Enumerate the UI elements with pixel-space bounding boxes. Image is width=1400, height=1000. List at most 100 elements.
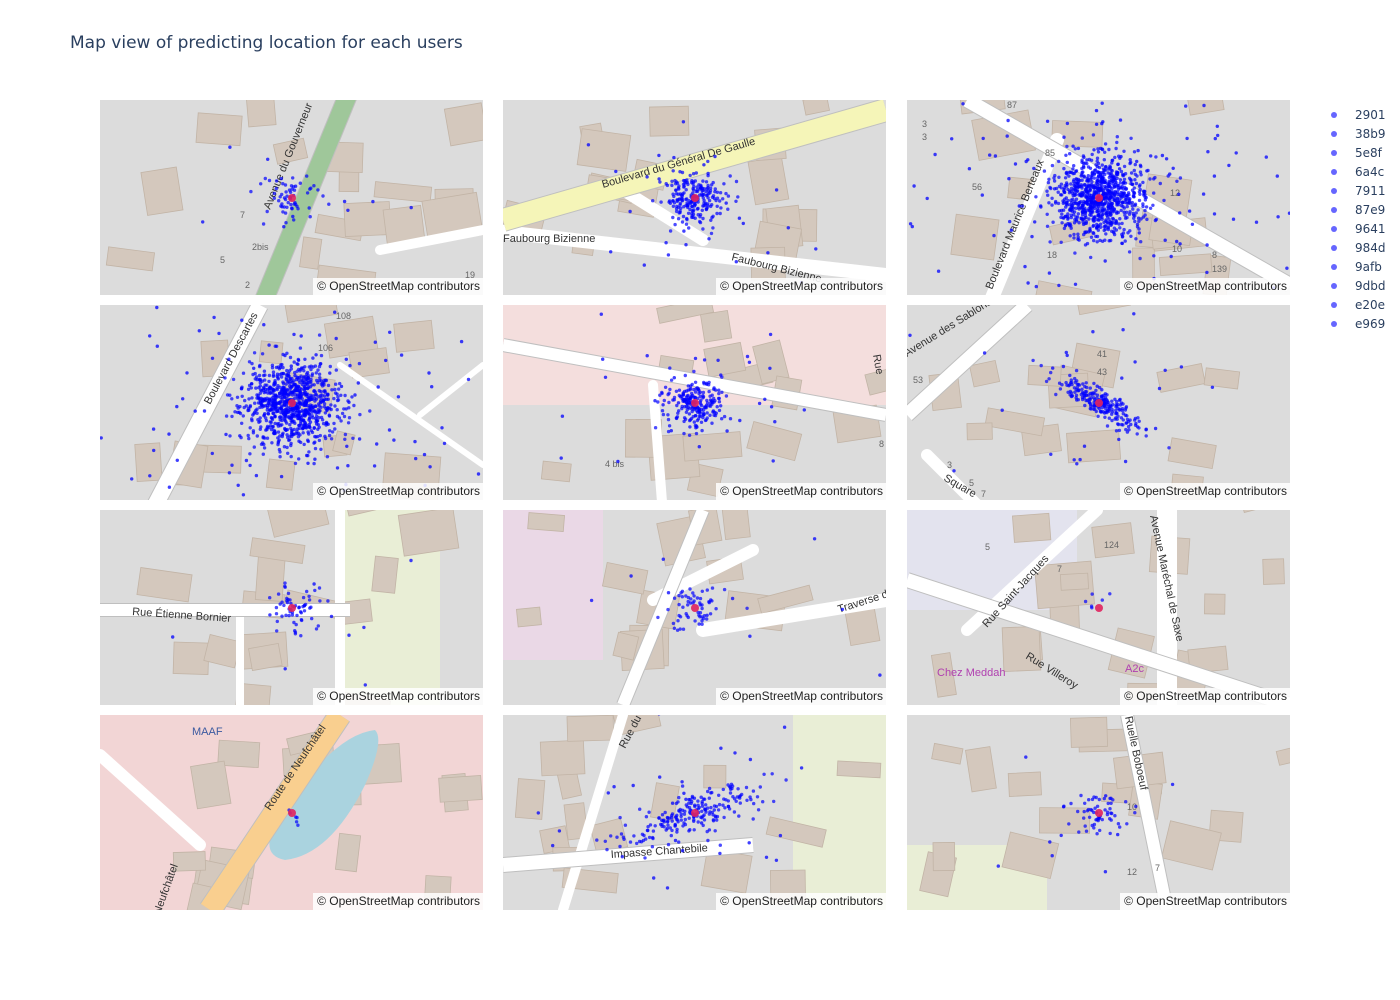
map-attribution[interactable]: © OpenStreetMap contributors bbox=[1120, 893, 1290, 910]
map-attribution[interactable]: © OpenStreetMap contributors bbox=[313, 483, 483, 500]
prediction-point bbox=[289, 202, 293, 207]
prediction-point bbox=[1154, 155, 1158, 159]
legend-item-5e8f[interactable]: 5e8f bbox=[1326, 143, 1386, 162]
prediction-point bbox=[1083, 390, 1088, 394]
map-canvas[interactable]: Rue Saint-Jacques Avenue Maréchal de Saxe… bbox=[907, 510, 1290, 705]
map-attribution[interactable]: © OpenStreetMap contributors bbox=[716, 893, 886, 910]
prediction-point bbox=[713, 399, 717, 403]
prediction-point bbox=[1091, 224, 1095, 228]
prediction-point bbox=[620, 855, 624, 859]
prediction-point bbox=[1100, 170, 1105, 175]
map-panel-e969[interactable]: Ruelle Boboeuf 10 7 12 © OpenStreetMap contr… bbox=[907, 715, 1290, 910]
legend-item-9dbd[interactable]: 9dbd bbox=[1326, 276, 1386, 295]
legend-item-9641[interactable]: 9641 bbox=[1326, 219, 1386, 238]
prediction-point bbox=[656, 615, 660, 620]
prediction-point bbox=[193, 409, 197, 413]
prediction-point bbox=[700, 809, 704, 813]
prediction-point bbox=[1030, 234, 1034, 239]
map-attribution[interactable]: © OpenStreetMap contributors bbox=[1120, 278, 1290, 295]
prediction-point bbox=[679, 814, 683, 819]
prediction-point bbox=[666, 607, 670, 612]
map-panel-7911[interactable]: Rue 4 bis 8 © OpenStreetMap contributors bbox=[503, 305, 886, 500]
map-panel-87e9[interactable]: Avenue des Sablons Square 41 43 53 3 5 7 © OpenS… bbox=[907, 305, 1290, 500]
prediction-point bbox=[1148, 206, 1153, 210]
prediction-point bbox=[693, 804, 697, 809]
prediction-point bbox=[318, 599, 322, 603]
prediction-point bbox=[651, 829, 656, 833]
map-attribution[interactable]: © OpenStreetMap contributors bbox=[716, 278, 886, 295]
map-panel-9641[interactable]: Rue Étienne Bornier © OpenStreetMap contr… bbox=[100, 510, 483, 705]
prediction-point bbox=[1108, 164, 1112, 168]
prediction-point bbox=[1114, 429, 1119, 433]
legend-item-87e9[interactable]: 87e9 bbox=[1326, 200, 1386, 219]
map-attribution[interactable]: © OpenStreetMap contributors bbox=[313, 893, 483, 910]
map-panel-9dbd[interactable]: Route de Neufchâtel Neufchâtel MAAF © OpenS… bbox=[100, 715, 483, 910]
prediction-point bbox=[680, 595, 684, 599]
predicted-location-marker bbox=[288, 194, 296, 202]
prediction-point bbox=[1114, 146, 1118, 151]
prediction-point bbox=[328, 364, 332, 369]
prediction-point bbox=[1135, 225, 1140, 229]
map-attribution[interactable]: © OpenStreetMap contributors bbox=[1120, 688, 1290, 705]
prediction-point bbox=[1068, 389, 1072, 394]
prediction-point bbox=[294, 622, 298, 627]
map-canvas[interactable]: Boulevard Maurice Berteaux87335618121081… bbox=[907, 100, 1290, 295]
map-panel-6a4c[interactable]: Boulevard Descartes 108 106 © OpenStreetMap… bbox=[100, 305, 483, 500]
map-attribution[interactable]: © OpenStreetMap contributors bbox=[313, 278, 483, 295]
prediction-point bbox=[1064, 205, 1068, 209]
building bbox=[836, 760, 882, 779]
legend-item-e20e[interactable]: e20e bbox=[1326, 295, 1386, 314]
prediction-point bbox=[1212, 174, 1217, 178]
map-attribution[interactable]: © OpenStreetMap contributors bbox=[313, 688, 483, 705]
prediction-point bbox=[1100, 101, 1104, 105]
map-canvas[interactable]: Traverse d bbox=[503, 510, 886, 705]
legend-item-7911[interactable]: 7911 bbox=[1326, 181, 1386, 200]
prediction-point bbox=[666, 413, 670, 417]
map-panel-9afb[interactable]: Rue Saint-Jacques Avenue Maréchal de Saxe… bbox=[907, 510, 1290, 705]
prediction-point bbox=[682, 191, 686, 195]
legend-item-6a4c[interactable]: 6a4c bbox=[1326, 162, 1386, 181]
prediction-point bbox=[652, 876, 656, 880]
prediction-point bbox=[1068, 393, 1072, 397]
map-panel-e20e[interactable]: Impasse Chantebile Rue du © OpenStreetMap … bbox=[503, 715, 886, 910]
prediction-point bbox=[1059, 240, 1063, 244]
prediction-point bbox=[1119, 169, 1124, 174]
map-canvas[interactable]: Rue Étienne Bornier bbox=[100, 510, 483, 705]
prediction-point bbox=[313, 396, 317, 401]
legend-item-2901[interactable]: 2901 bbox=[1326, 105, 1386, 124]
prediction-point bbox=[1100, 817, 1104, 822]
prediction-point bbox=[292, 218, 296, 222]
prediction-point bbox=[666, 842, 671, 847]
legend-item-9afb[interactable]: 9afb bbox=[1326, 257, 1386, 276]
map-panel-38b9[interactable]: Boulevard du Général De Gaulle Faubourg B… bbox=[503, 100, 886, 295]
prediction-point bbox=[1110, 158, 1114, 163]
map-panel-2901[interactable]: Avenue du Gouverneur 7 5 2 2bis 19 © OpenStree… bbox=[100, 100, 483, 295]
prediction-point bbox=[1072, 232, 1076, 237]
map-panel-984d[interactable]: Traverse d © OpenStreetMap contributors bbox=[503, 510, 886, 705]
prediction-point bbox=[1125, 421, 1129, 425]
map-attribution[interactable]: © OpenStreetMap contributors bbox=[1120, 483, 1290, 500]
prediction-point bbox=[657, 816, 661, 820]
map-attribution[interactable]: © OpenStreetMap contributors bbox=[716, 688, 886, 705]
prediction-point bbox=[1079, 184, 1084, 188]
legend-item-984d[interactable]: 984d bbox=[1326, 238, 1386, 257]
legend-item-38b9[interactable]: 38b9 bbox=[1326, 124, 1386, 143]
prediction-point bbox=[1057, 283, 1061, 288]
prediction-point bbox=[687, 797, 691, 802]
prediction-point bbox=[293, 370, 297, 375]
map-panel-5e8f[interactable]: Boulevard Maurice Berteaux 87 3 3 56 18 12 10 8 1… bbox=[907, 100, 1290, 295]
house-number-label: 139 bbox=[1212, 264, 1227, 274]
prediction-point bbox=[1076, 232, 1080, 236]
legend-item-e969[interactable]: e969 bbox=[1326, 314, 1386, 333]
map-attribution[interactable]: © OpenStreetMap contributors bbox=[716, 483, 886, 500]
prediction-point bbox=[1101, 212, 1105, 217]
prediction-point bbox=[1057, 175, 1061, 179]
